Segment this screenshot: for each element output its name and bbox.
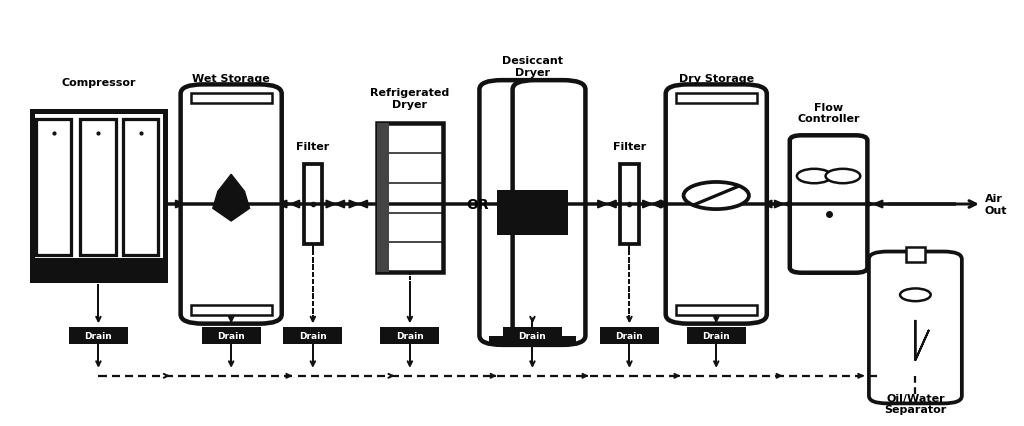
FancyBboxPatch shape [790,136,867,273]
FancyBboxPatch shape [666,85,767,324]
Bar [190,305,271,315]
Text: Flow
Controller: Flow Controller [798,103,860,124]
Bar [905,248,926,262]
Polygon shape [291,201,300,208]
Bar [81,120,116,255]
Polygon shape [349,201,358,208]
Bar [284,328,342,344]
Polygon shape [763,201,772,208]
Bar [36,120,72,255]
Polygon shape [282,201,291,208]
Text: Refrigerated
Dryer: Refrigerated Dryer [371,88,450,109]
Polygon shape [175,201,184,208]
Polygon shape [670,201,679,208]
Bar [32,112,165,281]
FancyBboxPatch shape [513,81,586,345]
Text: Wet Storage: Wet Storage [193,74,270,84]
Polygon shape [335,201,344,208]
Bar [377,124,389,272]
Bar [123,120,158,255]
Bar [497,191,568,235]
Text: Drain: Drain [702,331,730,340]
Bar [32,259,165,281]
Polygon shape [864,201,873,208]
Polygon shape [754,201,763,208]
Polygon shape [598,201,607,208]
Text: OR: OR [466,198,488,212]
Polygon shape [774,201,783,208]
Bar [687,328,745,344]
Text: Oil/Water
Separator: Oil/Water Separator [885,393,946,414]
Polygon shape [915,321,929,360]
Bar [202,328,261,344]
Text: Filter: Filter [296,142,330,152]
Text: Drain: Drain [396,331,424,340]
FancyBboxPatch shape [869,252,962,403]
Text: Drain: Drain [615,331,643,340]
Bar [676,305,757,315]
Polygon shape [660,201,670,208]
Polygon shape [607,201,616,208]
Bar [380,328,439,344]
Polygon shape [358,201,368,208]
Circle shape [797,170,831,184]
Bar [676,94,757,104]
Polygon shape [213,175,250,222]
Text: Drain: Drain [217,331,245,340]
Text: Dry Storage: Dry Storage [679,74,754,84]
Polygon shape [783,201,793,208]
Circle shape [900,289,931,302]
Polygon shape [184,201,194,208]
Text: Drain: Drain [518,331,546,340]
Polygon shape [643,201,652,208]
Polygon shape [652,201,662,208]
Polygon shape [873,201,883,208]
FancyBboxPatch shape [180,85,282,324]
Bar [377,124,443,272]
FancyBboxPatch shape [479,81,552,345]
Bar [190,94,271,104]
Text: Desiccant
Dryer: Desiccant Dryer [502,56,563,78]
Bar [600,328,659,344]
Polygon shape [278,201,287,208]
Bar [69,328,128,344]
Text: Compressor: Compressor [61,78,135,88]
Circle shape [825,170,860,184]
Bar [621,164,639,245]
Bar [503,328,562,344]
Polygon shape [326,201,335,208]
Bar [489,336,575,346]
Text: Drain: Drain [85,331,113,340]
Text: Filter: Filter [612,142,646,152]
Text: Air
Out: Air Out [985,194,1008,215]
Polygon shape [268,201,278,208]
Circle shape [684,182,749,210]
Text: Drain: Drain [299,331,327,340]
Bar [304,164,323,245]
